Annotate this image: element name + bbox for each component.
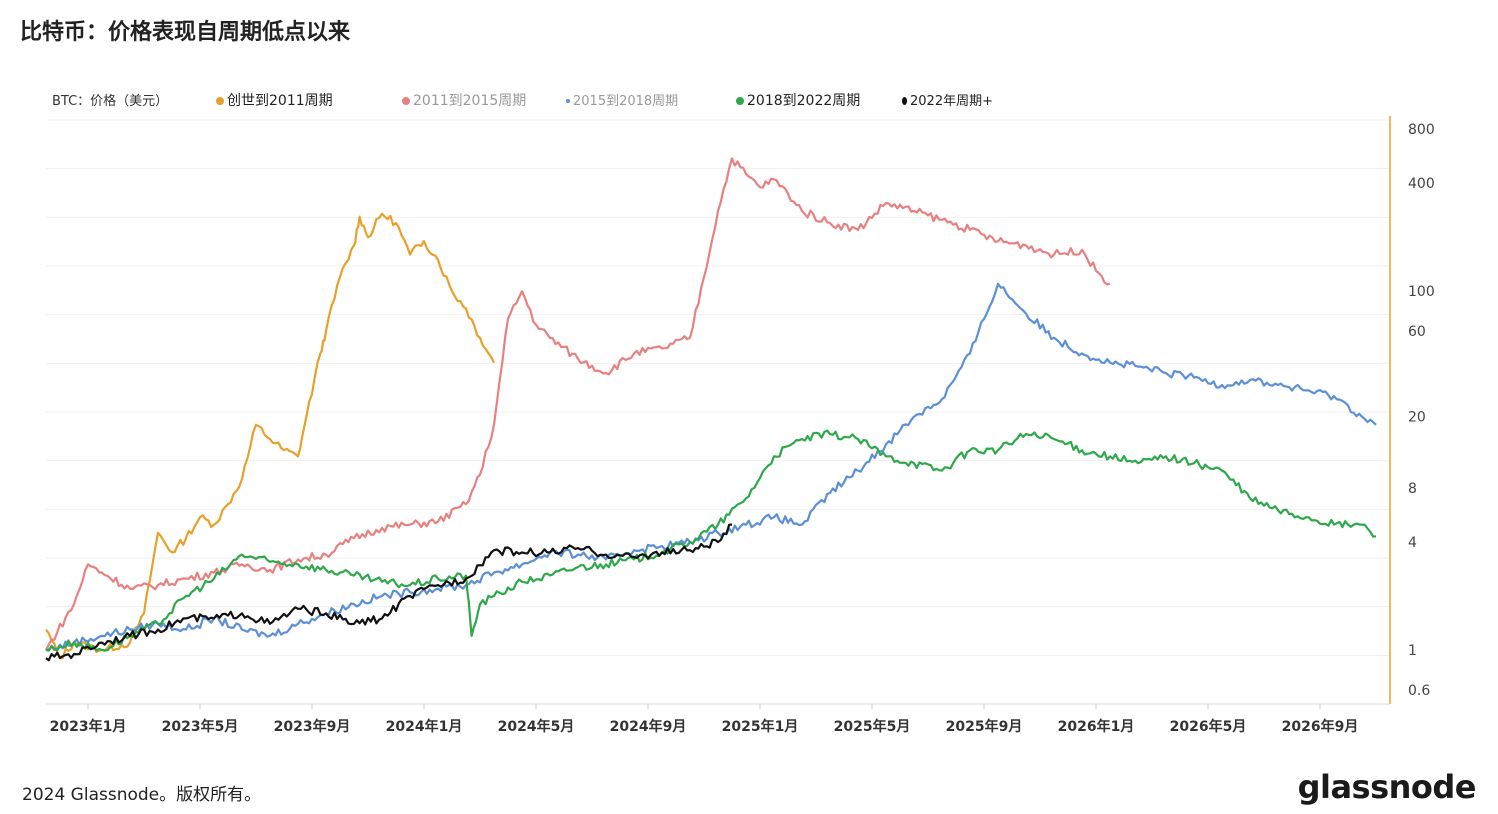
x-tick-label: 2024年5月 — [498, 718, 575, 735]
series-lines — [45, 157, 1377, 662]
legend-item-genesis[interactable]: 创世到2011周期 — [216, 90, 333, 110]
y-axis: 0.6 1 4 8 20 60 100 400 800 — [1389, 116, 1435, 704]
legend-dot-icon — [216, 97, 224, 105]
legend-label: 2015到2018周期 — [573, 94, 679, 109]
y-tick-label: 400 — [1408, 176, 1435, 192]
chart-title: 比特币：价格表现自周期低点以来 — [20, 20, 351, 45]
series-line-0 — [45, 212, 495, 660]
x-tick-label: 2024年9月 — [610, 718, 687, 735]
legend-item-2011-2015[interactable]: 2011到2015周期 — [402, 90, 526, 110]
x-tick-label: 2025年9月 — [946, 718, 1023, 735]
series-line-4 — [45, 523, 733, 662]
y-tick-label: 1 — [1408, 643, 1417, 659]
legend-label: 2011到2015周期 — [413, 93, 527, 109]
y-tick-label: 0.6 — [1408, 683, 1430, 699]
legend-label: 2022年周期+ — [910, 94, 993, 109]
series-line-3 — [45, 429, 1377, 652]
y-tick-label: 8 — [1408, 481, 1417, 497]
legend-item-2022-plus[interactable]: 2022年周期+ — [902, 90, 993, 109]
glassnode-logo: glassnode — [1297, 768, 1477, 806]
legend-dot-icon — [566, 99, 570, 103]
series-line-1 — [45, 157, 1111, 651]
y-tick-label: 4 — [1408, 535, 1417, 551]
y-tick-label: 800 — [1408, 122, 1435, 138]
legend: BTC：价格（美元） 创世到2011周期 2011到2015周期 2015到20… — [52, 88, 1132, 114]
legend-dot-icon — [402, 97, 410, 105]
x-tick-label: 2026年9月 — [1282, 718, 1359, 735]
grid — [46, 119, 1390, 705]
x-tick-label: 2025年5月 — [834, 718, 911, 735]
x-tick-label: 2026年5月 — [1170, 718, 1247, 735]
y-tick-label: 100 — [1408, 284, 1435, 300]
y-tick-label: 60 — [1408, 324, 1426, 340]
copyright-text: 2024 Glassnode。版权所有。 — [22, 785, 262, 805]
legend-dot-icon — [902, 97, 907, 105]
y-tick-label: 20 — [1408, 410, 1426, 426]
legend-item-2018-2022[interactable]: 2018到2022周期 — [736, 90, 860, 110]
legend-label: 2018到2022周期 — [747, 93, 861, 109]
x-tick-label: 2024年1月 — [386, 718, 463, 735]
x-tick-label: 2023年5月 — [162, 718, 239, 735]
legend-y-label: BTC：价格（美元） — [52, 94, 169, 109]
x-tick-label: 2023年9月 — [274, 718, 351, 735]
x-axis: 2023年1月 2023年5月 2023年9月 2024年1月 2024年5月 2024年… — [46, 703, 1390, 735]
legend-label: 创世到2011周期 — [227, 93, 333, 109]
x-tick-label: 2025年1月 — [722, 718, 799, 735]
legend-item-2015-2018[interactable]: 2015到2018周期 — [566, 90, 678, 109]
x-tick-label: 2026年1月 — [1058, 718, 1135, 735]
series-line-2 — [45, 282, 1377, 652]
legend-dot-icon — [736, 97, 744, 105]
x-tick-label: 2023年1月 — [50, 718, 127, 735]
